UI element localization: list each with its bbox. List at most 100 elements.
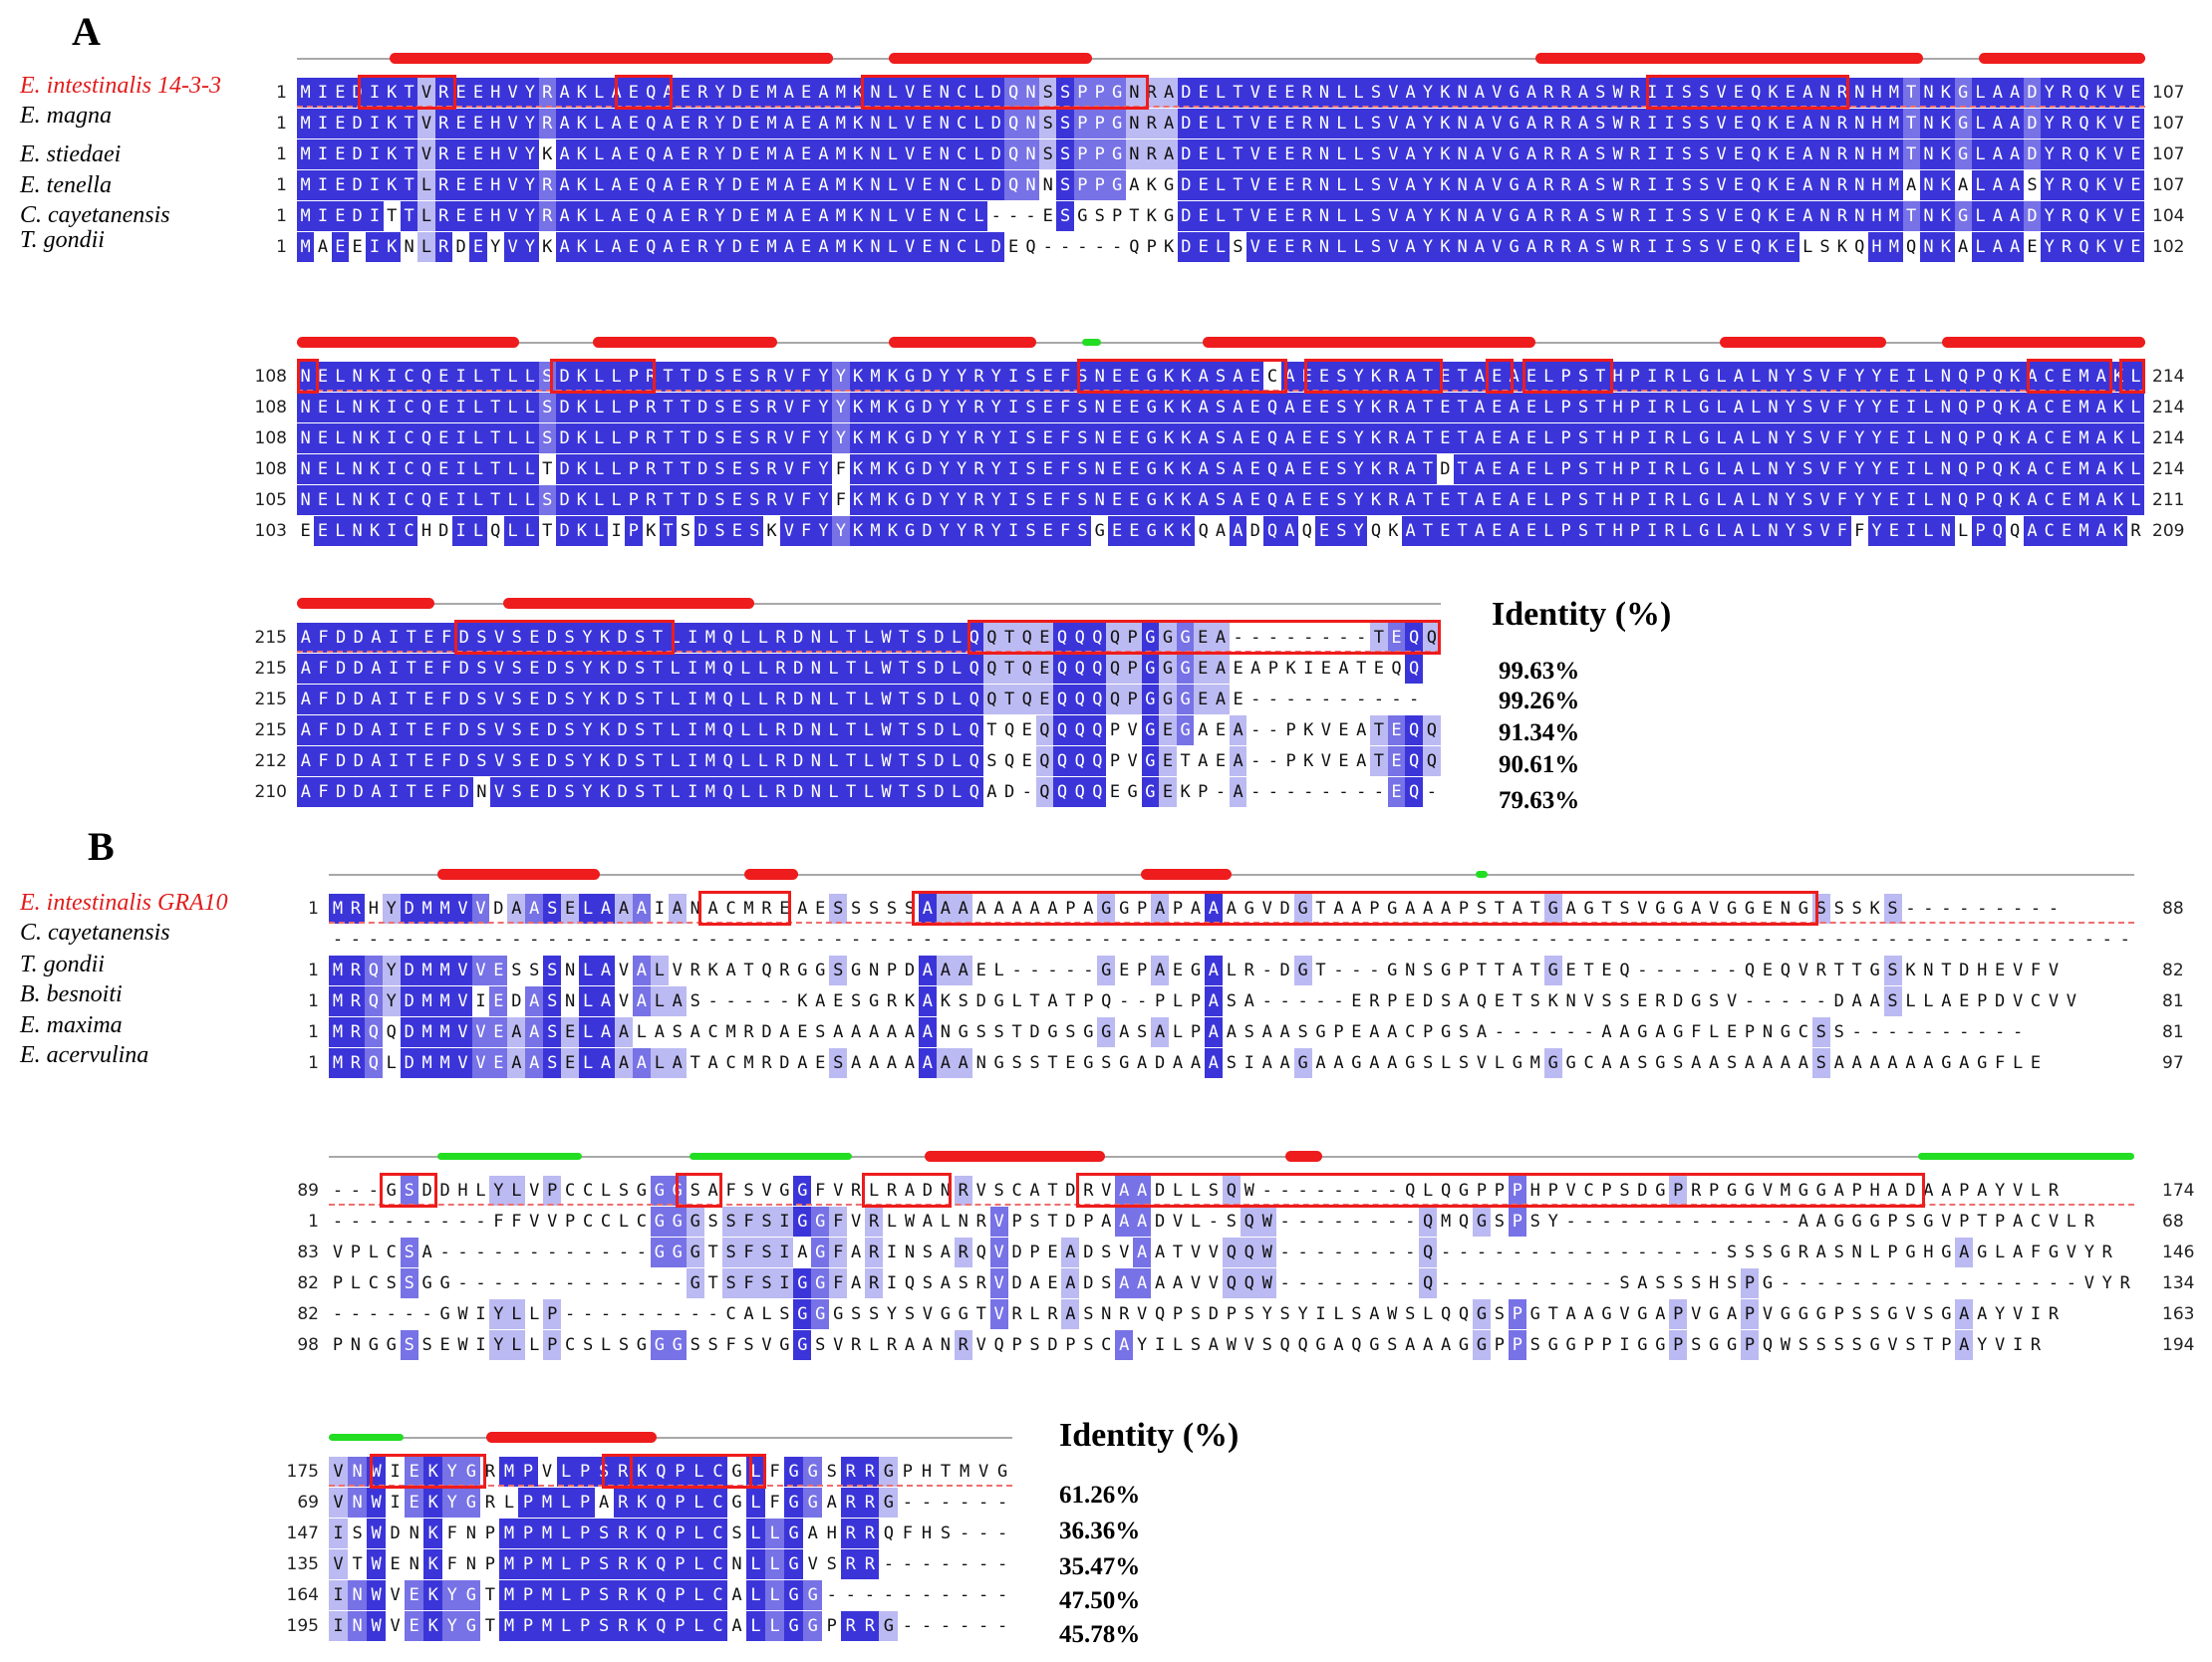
residue: N bbox=[297, 362, 315, 392]
residue: Y bbox=[382, 894, 401, 924]
residue: Y bbox=[987, 516, 1005, 546]
residue: V bbox=[780, 516, 798, 546]
residue: D bbox=[693, 454, 711, 484]
residue: D bbox=[454, 777, 473, 807]
residue: A bbox=[1402, 516, 1420, 546]
residue: A bbox=[525, 894, 544, 924]
residue: G bbox=[1695, 516, 1713, 546]
residue: V bbox=[1137, 1304, 1148, 1324]
residue: K bbox=[2109, 454, 2127, 484]
residue: A bbox=[607, 232, 626, 262]
residue: Q bbox=[1106, 654, 1124, 684]
residue: Q bbox=[1405, 654, 1423, 684]
residue: D bbox=[789, 777, 808, 807]
row-end-number: 102 bbox=[2152, 237, 2185, 257]
residue: T bbox=[677, 362, 694, 392]
residue: F bbox=[314, 746, 333, 776]
residue: K bbox=[849, 170, 867, 200]
residue: - bbox=[421, 1304, 432, 1324]
residue: Y bbox=[936, 362, 954, 392]
residue: S bbox=[815, 1022, 826, 1042]
residue: Y bbox=[1850, 454, 1868, 484]
residue: Y bbox=[1782, 485, 1799, 515]
row-start-number: 195 bbox=[286, 1616, 319, 1636]
residue: N bbox=[936, 232, 954, 262]
residue: T bbox=[484, 1616, 496, 1636]
identity-b-4: 45.78% bbox=[1059, 1621, 1141, 1648]
residue: P bbox=[1198, 782, 1209, 802]
residue: A bbox=[868, 1022, 880, 1042]
residue: Y bbox=[1350, 516, 1368, 546]
residue: D bbox=[693, 362, 711, 392]
residue: - bbox=[332, 1212, 344, 1232]
residue: T bbox=[1977, 1212, 1988, 1232]
residue: - bbox=[1458, 1273, 1470, 1293]
residue: S bbox=[1591, 201, 1609, 231]
residue: A bbox=[1522, 78, 1540, 108]
residue: L bbox=[1712, 393, 1731, 422]
residue: Q bbox=[1440, 1304, 1452, 1324]
residue: E bbox=[2126, 78, 2145, 108]
residue: G bbox=[1655, 1181, 1666, 1201]
residue: V bbox=[453, 1048, 472, 1078]
residue: P bbox=[1011, 1212, 1022, 1232]
residue: - bbox=[845, 1585, 856, 1605]
residue: G bbox=[1565, 1335, 1576, 1355]
residue: A bbox=[1280, 516, 1299, 546]
residue: V bbox=[1762, 1181, 1774, 1201]
residue: - bbox=[1391, 690, 1402, 709]
residue: A bbox=[1160, 109, 1178, 138]
residue: S bbox=[1021, 485, 1040, 515]
residue: Q bbox=[965, 746, 983, 776]
residue: - bbox=[1315, 930, 1326, 950]
residue: S bbox=[1673, 1273, 1684, 1293]
residue: L bbox=[1212, 78, 1230, 108]
residue: S bbox=[1021, 454, 1040, 484]
residue: E bbox=[1280, 170, 1299, 200]
residue: - bbox=[1267, 782, 1279, 802]
residue: - bbox=[1387, 1243, 1398, 1262]
residue: Y bbox=[936, 393, 954, 422]
residue: A bbox=[993, 899, 1004, 919]
residue: I bbox=[451, 485, 470, 515]
residue: T bbox=[649, 777, 667, 807]
residue: V bbox=[453, 986, 472, 1016]
residue: N bbox=[1021, 139, 1040, 169]
residue: E bbox=[1194, 685, 1213, 714]
residue: T bbox=[486, 485, 504, 515]
residue: L bbox=[824, 746, 843, 776]
residue: E bbox=[439, 1335, 450, 1355]
strand-bar bbox=[1082, 339, 1101, 346]
residue: A bbox=[1601, 1022, 1612, 1042]
residue: I bbox=[390, 1462, 401, 1482]
residue: L bbox=[689, 1611, 708, 1641]
residue: R bbox=[865, 1207, 884, 1237]
residue: P bbox=[1887, 1212, 1898, 1232]
residue: R bbox=[860, 1549, 880, 1579]
residue: R bbox=[693, 139, 711, 169]
residue: I bbox=[314, 170, 332, 200]
residue: P bbox=[1601, 1335, 1612, 1355]
residue: C bbox=[386, 1243, 397, 1262]
residue: L bbox=[860, 685, 878, 714]
residue: E bbox=[451, 78, 470, 108]
residue: V bbox=[1246, 139, 1264, 169]
residue: C bbox=[1101, 1335, 1112, 1355]
residue: E bbox=[625, 139, 643, 169]
residue: S bbox=[1021, 423, 1040, 453]
residue: A bbox=[1887, 1053, 1898, 1073]
residue: N bbox=[1125, 139, 1144, 169]
residue: G bbox=[1780, 1304, 1792, 1324]
residue: Q bbox=[1297, 1335, 1308, 1355]
residue: A bbox=[1955, 1330, 1974, 1360]
residue: A bbox=[1198, 720, 1209, 740]
residue: S bbox=[1695, 201, 1713, 231]
residue: R bbox=[538, 109, 556, 138]
residue: N bbox=[1315, 201, 1333, 231]
residue: - bbox=[851, 930, 862, 950]
residue: S bbox=[472, 654, 491, 684]
residue: S bbox=[690, 1181, 700, 1201]
residue: N bbox=[1919, 232, 1938, 262]
residue: T bbox=[895, 623, 913, 653]
